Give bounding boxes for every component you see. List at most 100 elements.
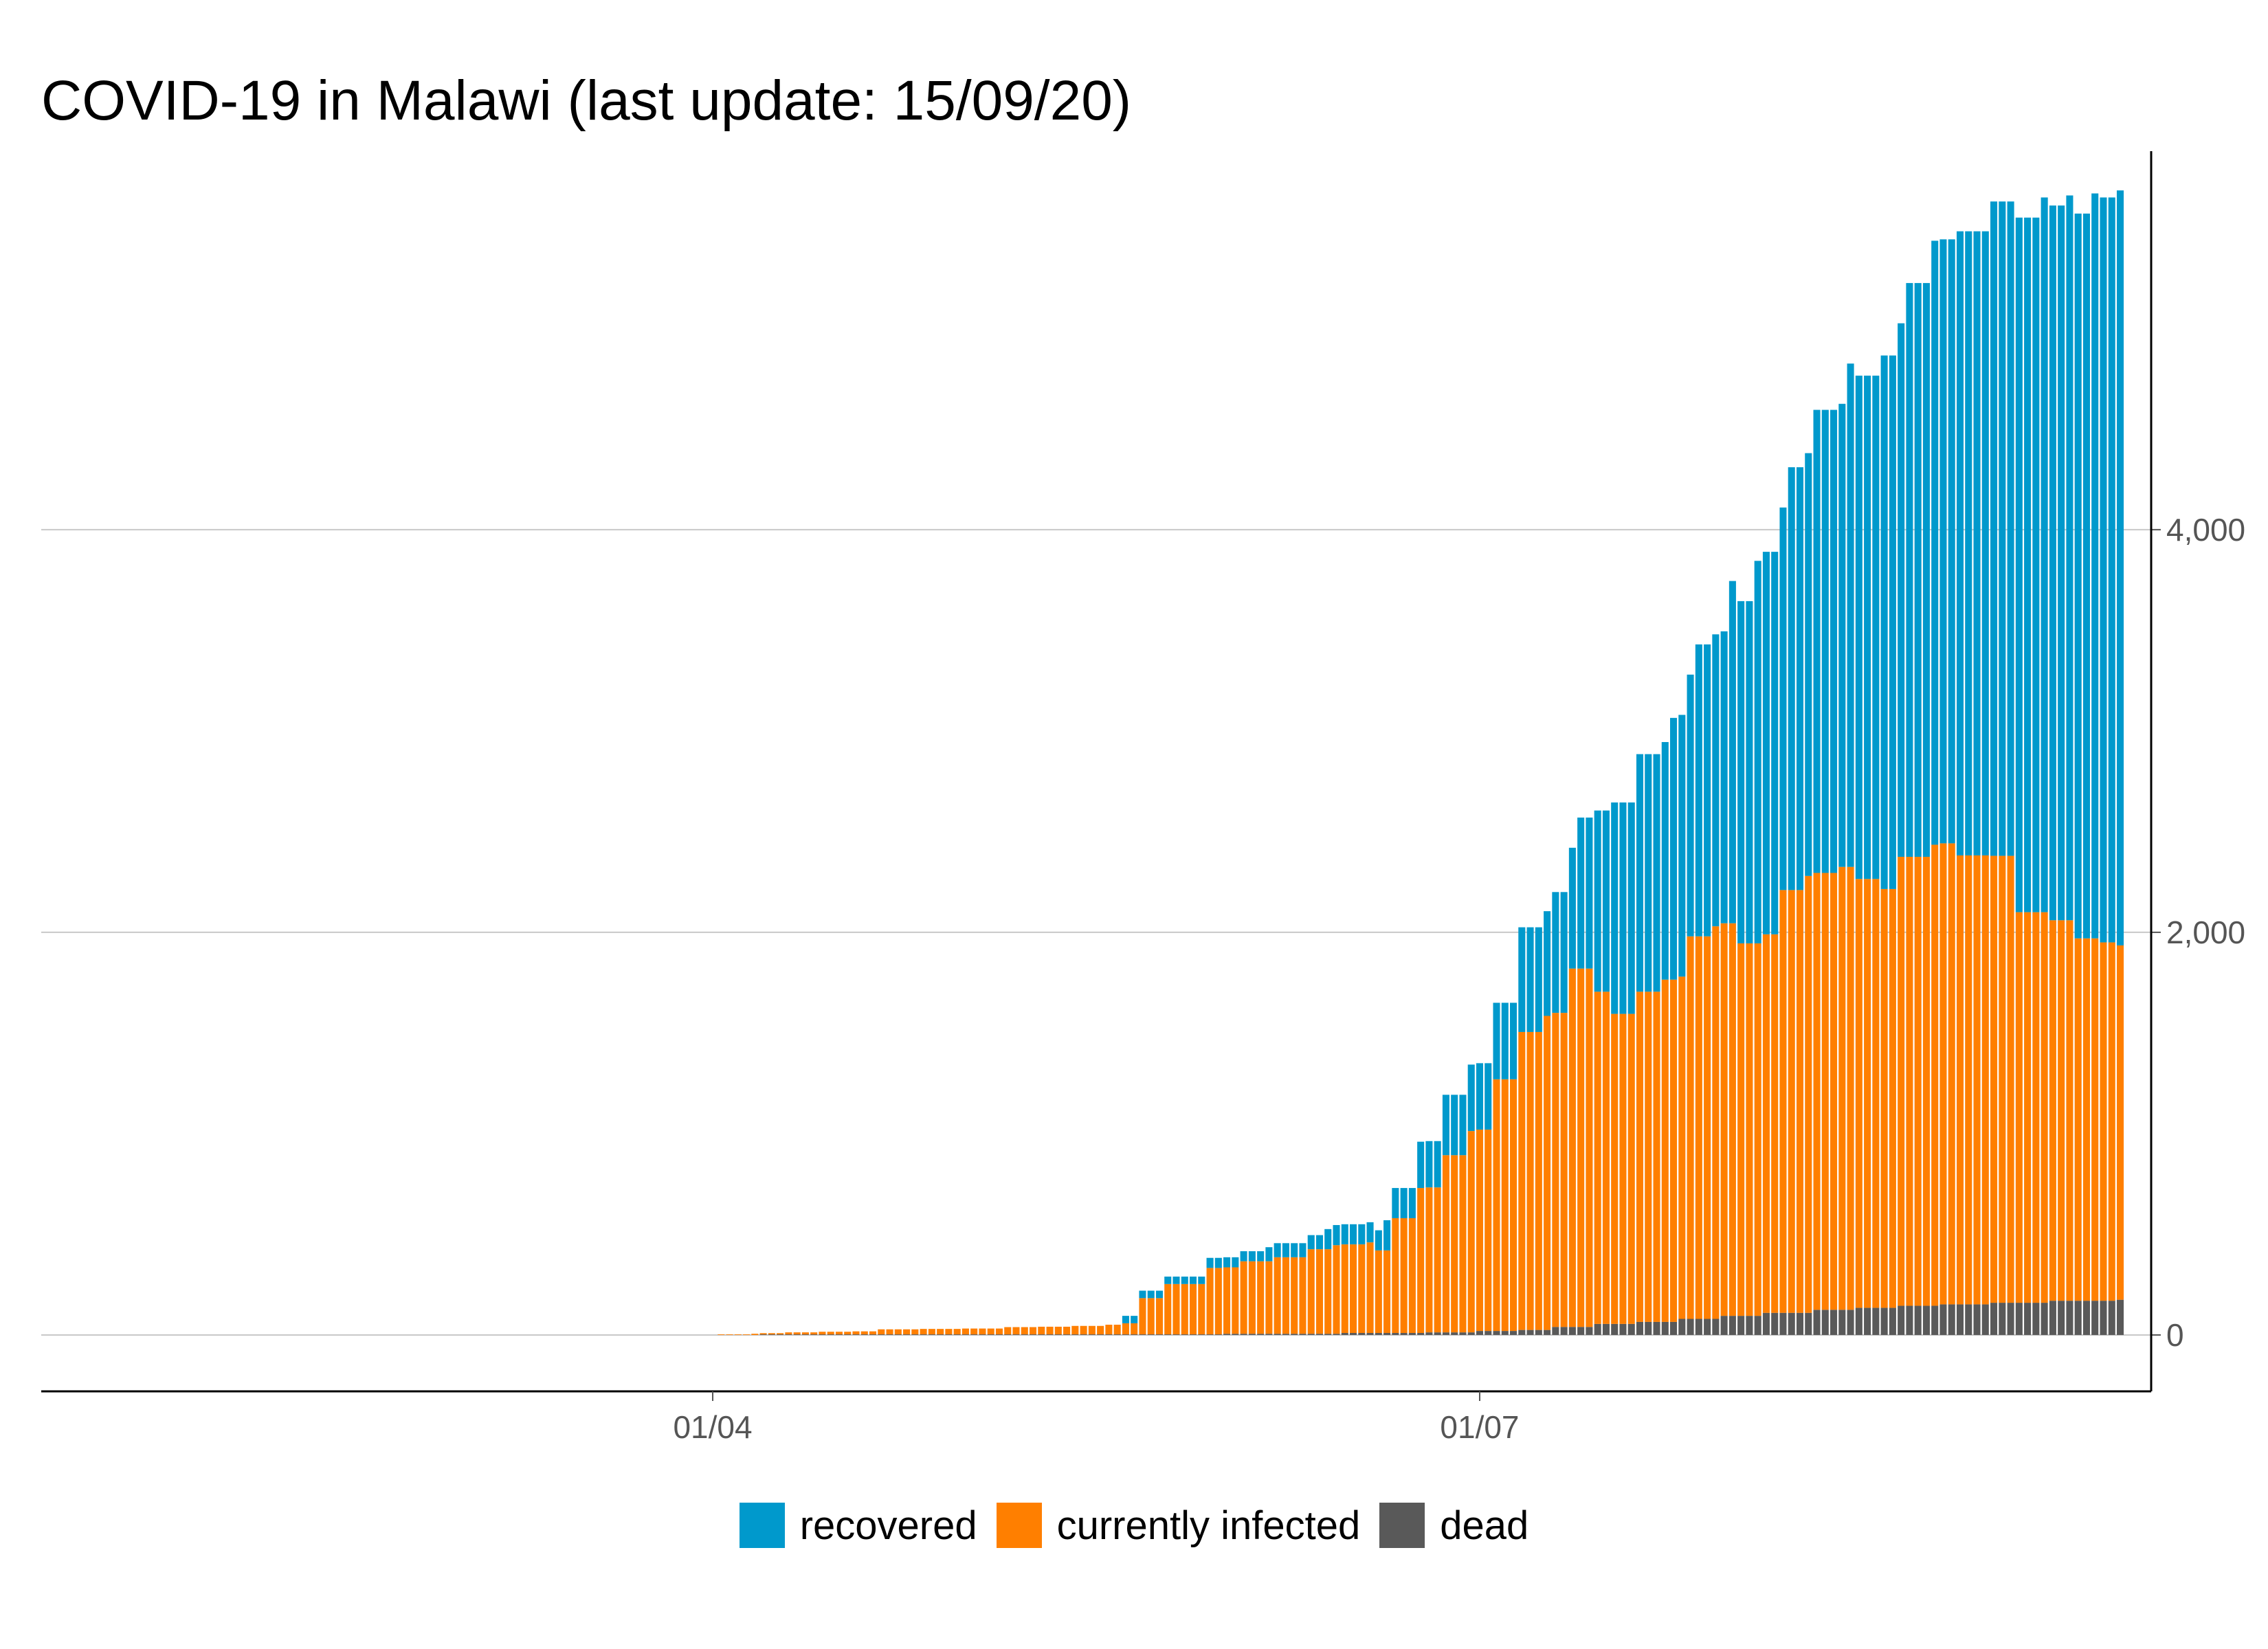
bar-recovered-2020-07-24 (1670, 717, 1678, 980)
bar-currently-infected-2020-09-15 (2116, 945, 2124, 1300)
bar-currently-infected-2020-05-23 (1147, 1298, 1155, 1335)
bar-dead-2020-05-06 (1004, 1334, 1012, 1335)
bar-currently-infected-2020-08-04 (1762, 934, 1770, 1313)
bar-dead-2020-05-17 (1097, 1334, 1104, 1335)
bar-dead-2020-04-30 (953, 1334, 961, 1335)
bar-dead-2020-04-26 (920, 1334, 927, 1335)
bar-currently-infected-2020-07-31 (1728, 923, 1736, 1316)
bar-currently-infected-2020-07-07 (1526, 1031, 1534, 1330)
bar-dead-2020-06-19 (1375, 1333, 1382, 1335)
bar-dead-2020-08-20 (1898, 1305, 1905, 1335)
bar-dead-2020-06-24 (1417, 1333, 1425, 1335)
bar-dead-2020-06-18 (1366, 1333, 1374, 1335)
bar-recovered-2020-06-03 (1240, 1251, 1247, 1261)
bar-dead-2020-09-08 (2058, 1301, 2065, 1335)
bar-recovered-2020-07-05 (1510, 1002, 1517, 1079)
bar-currently-infected-2020-08-01 (1737, 943, 1745, 1316)
bar-recovered-2020-09-08 (2058, 205, 2065, 921)
bar-currently-infected-2020-07-18 (1619, 1013, 1627, 1324)
bar-currently-infected-2020-05-08 (1021, 1327, 1028, 1335)
bar-dead-2020-07-23 (1661, 1321, 1669, 1335)
bar-dead-2020-09-01 (1999, 1303, 2006, 1335)
bar-dead-2020-08-22 (1914, 1305, 1922, 1335)
bar-currently-infected-2020-09-13 (2100, 942, 2107, 1301)
bar-currently-infected-2020-09-04 (2024, 912, 2032, 1303)
bar-recovered-2020-06-15 (1341, 1224, 1348, 1245)
bar-recovered-2020-07-23 (1661, 742, 1669, 980)
bar-recovered-2020-06-08 (1282, 1243, 1289, 1257)
bar-currently-infected-2020-04-29 (945, 1329, 953, 1335)
legend-label-recovered: recovered (799, 1503, 977, 1548)
bar-recovered-2020-06-09 (1291, 1243, 1298, 1257)
bar-recovered-2020-06-17 (1358, 1224, 1366, 1245)
bar-dead-2020-04-20 (869, 1334, 877, 1335)
bar-currently-infected-2020-05-28 (1190, 1283, 1197, 1335)
bar-recovered-2020-06-16 (1350, 1224, 1357, 1245)
bar-currently-infected-2020-04-09 (777, 1333, 784, 1335)
legend-swatch-dead (1379, 1503, 1425, 1548)
legend-swatch-currently-infected (996, 1503, 1042, 1548)
bar-currently-infected-2020-09-08 (2058, 920, 2065, 1301)
bar-recovered-2020-08-13 (1838, 403, 1846, 867)
bar-recovered-2020-05-31 (1214, 1257, 1222, 1268)
bar-currently-infected-2020-08-19 (1889, 888, 1896, 1308)
bar-currently-infected-2020-08-16 (1864, 879, 1871, 1308)
bar-recovered-2020-05-26 (1172, 1276, 1180, 1284)
bar-dead-2020-08-15 (1855, 1308, 1863, 1335)
bar-currently-infected-2020-05-27 (1181, 1283, 1188, 1335)
bar-currently-infected-2020-08-30 (1981, 855, 1989, 1305)
bar-dead-2020-06-15 (1341, 1333, 1348, 1335)
bar-currently-infected-2020-09-14 (2108, 942, 2115, 1301)
bar-dead-2020-06-11 (1307, 1334, 1315, 1335)
bar-currently-infected-2020-05-30 (1206, 1268, 1214, 1335)
bar-dead-2020-07-05 (1510, 1331, 1517, 1335)
bar-recovered-2020-07-07 (1526, 927, 1534, 1032)
bar-recovered-2020-08-08 (1796, 467, 1804, 890)
bar-dead-2020-08-07 (1788, 1312, 1795, 1335)
bar-currently-infected-2020-06-22 (1400, 1218, 1408, 1334)
bar-recovered-2020-06-23 (1408, 1188, 1416, 1218)
bar-dead-2020-08-30 (1981, 1304, 1989, 1335)
bar-dead-2020-08-24 (1931, 1305, 1939, 1335)
bar-currently-infected-2020-07-09 (1544, 1016, 1551, 1330)
bar-currently-infected-2020-09-10 (2074, 938, 2082, 1301)
bar-dead-2020-08-03 (1754, 1316, 1761, 1335)
bar-currently-infected-2020-05-16 (1088, 1325, 1096, 1335)
bar-currently-infected-2020-04-10 (785, 1332, 792, 1335)
bar-recovered-2020-08-19 (1889, 355, 1896, 889)
bar-dead-2020-08-16 (1864, 1308, 1871, 1335)
bar-currently-infected-2020-04-03 (726, 1334, 733, 1335)
bar-currently-infected-2020-06-30 (1467, 1131, 1475, 1333)
bar-dead-2020-08-23 (1922, 1305, 1930, 1335)
axes (41, 151, 2161, 1401)
bar-currently-infected-2020-05-04 (987, 1328, 994, 1335)
bar-recovered-2020-07-26 (1687, 674, 1694, 936)
bar-currently-infected-2020-06-23 (1408, 1218, 1416, 1334)
bar-currently-infected-2020-05-09 (1030, 1327, 1037, 1335)
bar-currently-infected-2020-04-04 (734, 1334, 742, 1335)
bar-recovered-2020-08-16 (1864, 375, 1871, 879)
bar-currently-infected-2020-07-13 (1577, 968, 1585, 1327)
bar-currently-infected-2020-04-11 (793, 1332, 801, 1335)
bar-dead-2020-06-16 (1350, 1333, 1357, 1335)
bar-dead-2020-07-19 (1627, 1323, 1635, 1335)
bar-dead-2020-08-29 (1973, 1304, 1981, 1335)
legend-label-dead: dead (1440, 1503, 1529, 1548)
bar-currently-infected-2020-04-16 (835, 1332, 843, 1335)
bar-dead-2020-09-06 (2041, 1303, 2048, 1335)
bar-dead-2020-06-10 (1299, 1334, 1307, 1335)
bar-currently-infected-2020-09-12 (2091, 938, 2099, 1301)
bar-recovered-2020-05-30 (1206, 1257, 1214, 1268)
bar-recovered-2020-06-05 (1257, 1251, 1265, 1261)
bar-recovered-2020-05-24 (1155, 1290, 1164, 1299)
bar-recovered-2020-06-04 (1248, 1251, 1256, 1261)
bar-recovered-2020-08-25 (1939, 239, 1947, 844)
bar-currently-infected-2020-05-11 (1046, 1326, 1054, 1335)
bar-dead-2020-05-19 (1113, 1334, 1121, 1335)
bar-currently-infected-2020-04-23 (894, 1329, 902, 1335)
bar-currently-infected-2020-06-11 (1307, 1249, 1315, 1334)
bar-recovered-2020-07-19 (1627, 802, 1635, 1014)
bar-currently-infected-2020-09-02 (2007, 855, 2014, 1303)
bar-dead-2020-07-28 (1704, 1319, 1711, 1335)
bar-dead-2020-04-18 (852, 1334, 860, 1335)
